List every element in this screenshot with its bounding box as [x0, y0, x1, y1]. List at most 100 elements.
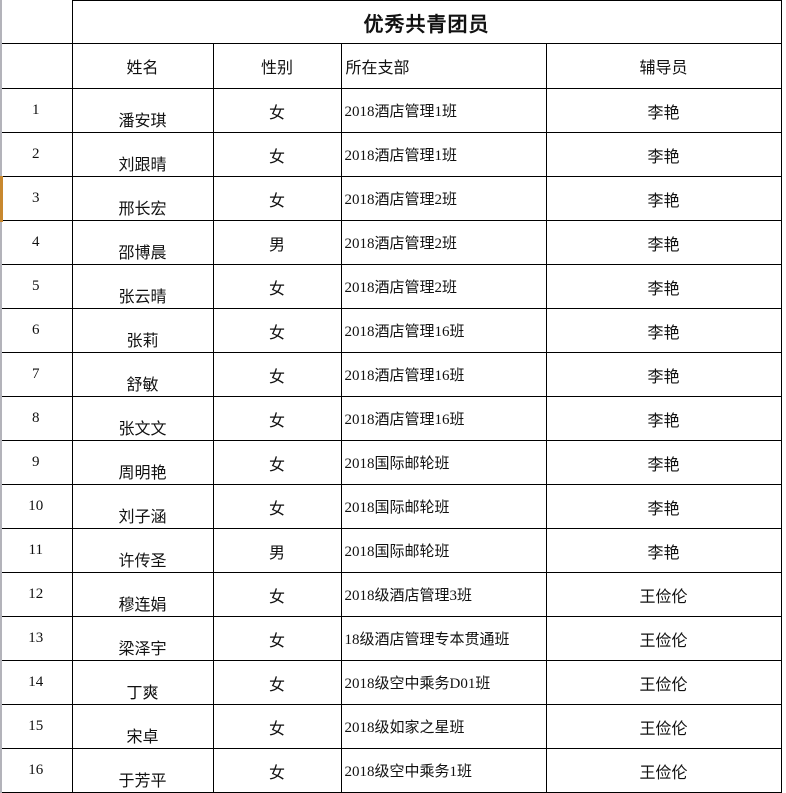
gender-cell[interactable]: 女 — [212, 132, 342, 177]
column-header-name[interactable]: 姓名 — [71, 43, 214, 89]
name-cell[interactable]: 舒敏 — [71, 352, 214, 397]
counselor-cell[interactable]: 李艳 — [545, 132, 782, 177]
row-number-cell[interactable]: 10 — [0, 484, 73, 529]
name-cell[interactable]: 穆连娟 — [71, 572, 214, 617]
gender-cell[interactable]: 女 — [212, 440, 342, 485]
counselor-cell[interactable]: 李艳 — [545, 220, 782, 265]
branch-cell[interactable]: 2018级如家之星班 — [340, 704, 547, 749]
branch-cell[interactable]: 18级酒店管理专本贯通班 — [340, 616, 547, 661]
branch-cell[interactable]: 2018级空中乘务D01班 — [340, 660, 547, 705]
branch-cell[interactable]: 2018国际邮轮班 — [340, 528, 547, 573]
branch-cell[interactable]: 2018酒店管理2班 — [340, 264, 547, 309]
counselor-cell[interactable]: 李艳 — [545, 352, 782, 397]
counselor-cell[interactable]: 李艳 — [545, 264, 782, 309]
corner-cell[interactable] — [0, 0, 73, 44]
row-number-cell[interactable]: 3 — [0, 176, 73, 221]
gender-cell[interactable]: 女 — [212, 264, 342, 309]
row-number-cell[interactable]: 14 — [0, 660, 73, 705]
counselor-cell[interactable]: 李艳 — [545, 440, 782, 485]
row-number-cell[interactable]: 16 — [0, 748, 73, 793]
branch-cell[interactable]: 2018酒店管理1班 — [340, 88, 547, 133]
branch-cell[interactable]: 2018级酒店管理3班 — [340, 572, 547, 617]
header-number-cell[interactable] — [0, 43, 73, 89]
name-cell[interactable]: 刘跟晴 — [71, 132, 214, 177]
branch-cell[interactable]: 2018酒店管理1班 — [340, 132, 547, 177]
table-row: 2 刘跟晴 女 2018酒店管理1班 李艳 — [0, 132, 782, 177]
table-row: 1 潘安琪 女 2018酒店管理1班 李艳 — [0, 88, 782, 133]
gender-cell[interactable]: 女 — [212, 484, 342, 529]
branch-cell[interactable]: 2018国际邮轮班 — [340, 440, 547, 485]
counselor-cell[interactable]: 李艳 — [545, 396, 782, 441]
table-row: 10 刘子涵 女 2018国际邮轮班 李艳 — [0, 484, 782, 529]
row-number-cell[interactable]: 4 — [0, 220, 73, 265]
row-number-cell[interactable]: 7 — [0, 352, 73, 397]
table-row: 16 于芳平 女 2018级空中乘务1班 王俭伦 — [0, 748, 782, 793]
gender-cell[interactable]: 女 — [212, 176, 342, 221]
column-header-gender[interactable]: 性别 — [212, 43, 342, 89]
table-row: 14 丁爽 女 2018级空中乘务D01班 王俭伦 — [0, 660, 782, 705]
name-cell[interactable]: 于芳平 — [71, 748, 214, 793]
row-number-cell[interactable]: 11 — [0, 528, 73, 573]
name-cell[interactable]: 宋卓 — [71, 704, 214, 749]
name-cell[interactable]: 许传圣 — [71, 528, 214, 573]
name-cell[interactable]: 丁爽 — [71, 660, 214, 705]
gender-cell[interactable]: 女 — [212, 748, 342, 793]
row-number-cell[interactable]: 2 — [0, 132, 73, 177]
counselor-cell[interactable]: 王俭伦 — [545, 748, 782, 793]
branch-cell[interactable]: 2018级空中乘务1班 — [340, 748, 547, 793]
counselor-cell[interactable]: 李艳 — [545, 308, 782, 353]
name-cell[interactable]: 张莉 — [71, 308, 214, 353]
gender-cell[interactable]: 女 — [212, 616, 342, 661]
counselor-cell[interactable]: 李艳 — [545, 176, 782, 221]
gender-cell[interactable]: 女 — [212, 88, 342, 133]
table-title: 优秀共青团员 — [71, 0, 782, 44]
counselor-cell[interactable]: 李艳 — [545, 528, 782, 573]
counselor-cell[interactable]: 王俭伦 — [545, 616, 782, 661]
counselor-cell[interactable]: 李艳 — [545, 484, 782, 529]
table-row: 13 梁泽宇 女 18级酒店管理专本贯通班 王俭伦 — [0, 616, 782, 661]
table-row: 15 宋卓 女 2018级如家之星班 王俭伦 — [0, 704, 782, 749]
counselor-cell[interactable]: 李艳 — [545, 88, 782, 133]
row-number-cell[interactable]: 15 — [0, 704, 73, 749]
row-number-cell[interactable]: 9 — [0, 440, 73, 485]
gender-cell[interactable]: 女 — [212, 572, 342, 617]
column-header-branch[interactable]: 所在支部 — [340, 43, 547, 89]
gender-cell[interactable]: 女 — [212, 352, 342, 397]
title-row: 优秀共青团员 — [0, 0, 782, 44]
name-cell[interactable]: 邢长宏 — [71, 176, 214, 221]
gender-cell[interactable]: 女 — [212, 660, 342, 705]
row-number-cell[interactable]: 5 — [0, 264, 73, 309]
table-row: 7 舒敏 女 2018酒店管理16班 李艳 — [0, 352, 782, 397]
counselor-cell[interactable]: 王俭伦 — [545, 704, 782, 749]
gender-cell[interactable]: 男 — [212, 528, 342, 573]
row-number-cell[interactable]: 12 — [0, 572, 73, 617]
gender-cell[interactable]: 女 — [212, 396, 342, 441]
counselor-cell[interactable]: 王俭伦 — [545, 660, 782, 705]
gender-cell[interactable]: 男 — [212, 220, 342, 265]
branch-cell[interactable]: 2018酒店管理2班 — [340, 176, 547, 221]
name-cell[interactable]: 周明艳 — [71, 440, 214, 485]
branch-cell[interactable]: 2018酒店管理16班 — [340, 352, 547, 397]
counselor-cell[interactable]: 王俭伦 — [545, 572, 782, 617]
branch-cell[interactable]: 2018酒店管理16班 — [340, 308, 547, 353]
branch-cell[interactable]: 2018酒店管理2班 — [340, 220, 547, 265]
row3-selection-marker — [0, 176, 3, 222]
name-cell[interactable]: 潘安琪 — [71, 88, 214, 133]
row-number-cell[interactable]: 13 — [0, 616, 73, 661]
name-cell[interactable]: 梁泽宇 — [71, 616, 214, 661]
row-number-cell[interactable]: 8 — [0, 396, 73, 441]
name-cell[interactable]: 刘子涵 — [71, 484, 214, 529]
branch-cell[interactable]: 2018国际邮轮班 — [340, 484, 547, 529]
name-cell[interactable]: 张云晴 — [71, 264, 214, 309]
row-number-cell[interactable]: 6 — [0, 308, 73, 353]
column-header-counselor[interactable]: 辅导员 — [545, 43, 782, 89]
gender-cell[interactable]: 女 — [212, 704, 342, 749]
row-number-cell[interactable]: 1 — [0, 88, 73, 133]
branch-cell[interactable]: 2018酒店管理16班 — [340, 396, 547, 441]
gender-cell[interactable]: 女 — [212, 308, 342, 353]
name-cell[interactable]: 张文文 — [71, 396, 214, 441]
window-edge-line — [0, 0, 2, 793]
name-cell[interactable]: 邵博晨 — [71, 220, 214, 265]
